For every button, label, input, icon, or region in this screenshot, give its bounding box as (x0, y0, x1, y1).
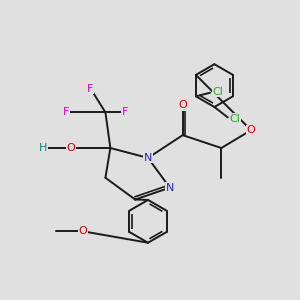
Text: N: N (144, 153, 152, 163)
Text: F: F (122, 107, 128, 117)
Text: O: O (178, 100, 187, 110)
Text: O: O (66, 143, 75, 153)
Text: H: H (39, 143, 47, 153)
Text: F: F (63, 107, 69, 117)
Text: O: O (78, 226, 87, 236)
Text: O: O (247, 125, 255, 135)
Text: Cl: Cl (212, 87, 223, 97)
Text: N: N (166, 183, 174, 193)
Text: F: F (87, 84, 94, 94)
Text: Cl: Cl (230, 114, 241, 124)
